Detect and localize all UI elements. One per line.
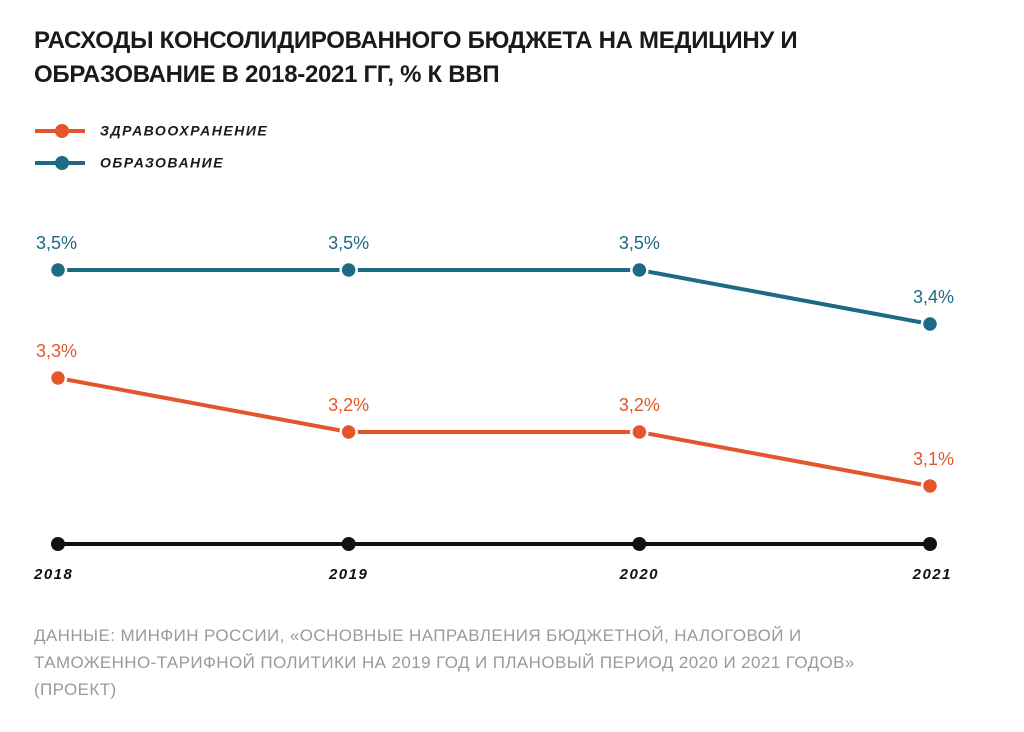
data-label: 3,2% xyxy=(328,395,369,415)
legend-label: ОБРАЗОВАНИЕ xyxy=(100,155,224,171)
x-axis-dot xyxy=(632,537,647,551)
data-label: 3,5% xyxy=(619,233,660,253)
data-point xyxy=(630,422,649,442)
data-label: 3,5% xyxy=(36,233,77,253)
series-line xyxy=(58,268,931,326)
data-label: 3,4% xyxy=(913,287,954,307)
legend-marker xyxy=(55,156,69,170)
x-tick-label: 2019 xyxy=(328,566,368,583)
data-point xyxy=(920,314,940,334)
x-tick-label: 2020 xyxy=(619,566,659,583)
series-line xyxy=(57,376,931,488)
data-label: 3,1% xyxy=(913,449,954,469)
data-point xyxy=(339,260,358,280)
x-tick-label: 2018 xyxy=(33,566,73,583)
data-label: 3,5% xyxy=(328,233,369,253)
chart-title: РАСХОДЫ КОНСОЛИДИРОВАННОГО БЮДЖЕТА НА МЕ… xyxy=(34,27,798,88)
legend-label: ЗДРАВООХРАНЕНИЕ xyxy=(100,123,268,139)
data-label: 3,2% xyxy=(619,395,660,415)
x-tick-label: 2021 xyxy=(912,566,952,583)
data-point xyxy=(920,476,940,496)
x-axis-dot xyxy=(341,537,356,551)
data-point xyxy=(48,260,68,280)
data-point xyxy=(339,422,358,442)
source-note: ДАННЫЕ: МИНФИН РОССИИ, «ОСНОВНЫЕ НАПРАВЛ… xyxy=(34,626,855,699)
x-axis-dot xyxy=(923,537,937,551)
legend-marker xyxy=(55,124,69,138)
data-point xyxy=(630,260,649,280)
data-point xyxy=(48,368,68,388)
x-axis-dot xyxy=(51,537,65,551)
data-label: 3,3% xyxy=(36,341,77,361)
